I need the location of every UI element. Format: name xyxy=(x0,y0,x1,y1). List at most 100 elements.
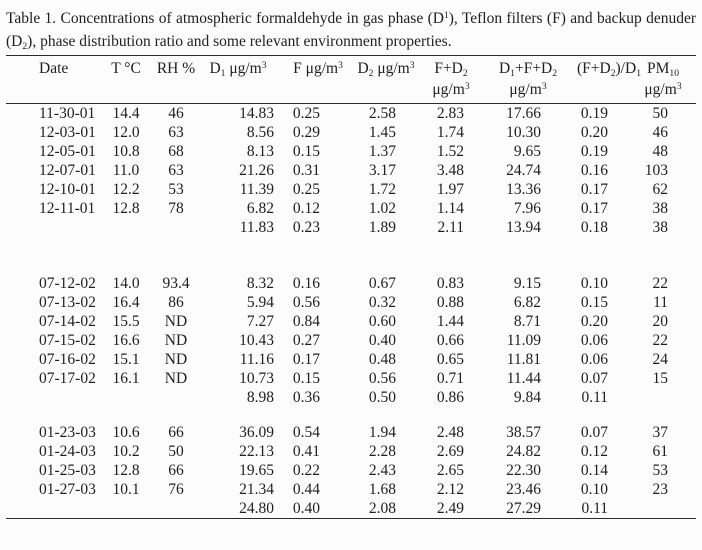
cell-pm10: 38 xyxy=(652,219,669,236)
table-body: 11-30-01 14.4 46 14.83 0.25 2.58 2.83 17.66 0.19… xyxy=(6,104,696,519)
cell-d2: 0.60 xyxy=(368,313,396,330)
cell-date xyxy=(6,499,102,519)
cell-f: 0.36 xyxy=(292,389,320,406)
header-label: RH % xyxy=(156,60,196,77)
cell-f: 0.84 xyxy=(292,313,320,330)
spacer-cell xyxy=(6,237,696,274)
cell-f-d2-over-d1: 0.17 xyxy=(580,200,608,217)
cell-d1-plus-f-plus-d2: 8.71 xyxy=(513,313,541,330)
cell-temperature: 10.1 xyxy=(112,481,140,498)
cell-temperature: 16.6 xyxy=(112,332,140,349)
cell-f: 0.29 xyxy=(292,124,320,141)
cell-f: 0.44 xyxy=(292,481,320,498)
table-row: 12-10-01 12.2 53 11.39 0.25 1.72 1.97 13.36 0.17… xyxy=(6,180,696,199)
table-row: 07-13-02 16.4 86 5.94 0.56 0.32 0.88 6.82 0.15 11 xyxy=(6,293,696,312)
cell-d2: 0.67 xyxy=(368,275,396,292)
cell-d1: 21.34 xyxy=(239,481,274,498)
header-label: D1 μg/m3 xyxy=(209,59,267,79)
cell-f: 0.40 xyxy=(292,500,320,517)
cell-f-plus-d2: 2.48 xyxy=(436,424,464,441)
cell-pm10: 22 xyxy=(652,275,669,292)
cell-f: 0.27 xyxy=(292,332,320,349)
cell-d1: 19.65 xyxy=(239,462,274,479)
table-row: 07-14-02 15.5 ND 7.27 0.84 0.60 1.44 8.71 0.20 20 xyxy=(6,312,696,331)
header-label: PM10 xyxy=(647,60,679,79)
cell-d1: 5.94 xyxy=(246,294,274,311)
cell-d1: 14.83 xyxy=(239,105,274,122)
cell-temperature: 11.0 xyxy=(112,162,140,179)
cell-pm10: 38 xyxy=(652,200,669,217)
cell-d1: 21.26 xyxy=(239,162,274,179)
cell-f-plus-d2: 2.65 xyxy=(436,462,464,479)
cell-d1: 8.13 xyxy=(246,143,274,160)
cell-temperature: 15.1 xyxy=(112,351,140,368)
column-header-pm10: PM10 μg/m3 xyxy=(644,55,696,104)
cell-d1-plus-f-plus-d2: 13.36 xyxy=(506,181,541,198)
table-row: 11-30-01 14.4 46 14.83 0.25 2.58 2.83 17.66 0.19… xyxy=(6,104,696,124)
cell-pm10: 62 xyxy=(652,181,669,198)
cell-d2: 2.58 xyxy=(368,105,396,122)
spacer-cell xyxy=(6,407,696,423)
cell-date: 07-15-02 xyxy=(39,332,96,349)
cell-f-plus-d2: 0.65 xyxy=(436,351,464,368)
cell-pm10: 23 xyxy=(652,481,669,498)
cell-temperature: 12.2 xyxy=(112,181,140,198)
table-row: 01-27-03 10.1 76 21.34 0.44 1.68 2.12 23.46 0.10… xyxy=(6,480,696,499)
cell-d1: 8.32 xyxy=(246,275,274,292)
cell-pm10: 53 xyxy=(652,462,669,479)
table-caption: Table 1. Concentrations of atmospheric f… xyxy=(6,9,696,52)
table-row: 01-23-03 10.6 66 36.09 0.54 1.94 2.48 38.57 0.07… xyxy=(6,423,696,442)
cell-relative-humidity: 53 xyxy=(168,181,184,198)
cell-d2: 0.50 xyxy=(368,389,396,406)
cell-d2: 0.32 xyxy=(368,294,396,311)
cell-relative-humidity: 78 xyxy=(168,200,184,217)
cell-temperature xyxy=(102,499,150,519)
cell-d1-plus-f-plus-d2: 38.57 xyxy=(506,424,541,441)
cell-date: 07-14-02 xyxy=(39,313,96,330)
cell-d1-plus-f-plus-d2: 11.44 xyxy=(506,370,541,387)
cell-f: 0.15 xyxy=(292,370,320,387)
cell-d1-plus-f-plus-d2: 23.46 xyxy=(506,481,541,498)
cell-temperature: 14.4 xyxy=(112,105,140,122)
cell-d1: 6.82 xyxy=(246,200,274,217)
table-row: 12-07-01 11.0 63 21.26 0.31 3.17 3.48 24.74 0.16… xyxy=(6,161,696,180)
cell-relative-humidity xyxy=(150,388,202,407)
column-header-date: Date xyxy=(6,55,102,104)
table-row: 11.83 0.23 1.89 2.11 13.94 0.18 38 xyxy=(6,218,696,237)
cell-f-plus-d2: 2.69 xyxy=(436,443,464,460)
cell-relative-humidity: 63 xyxy=(168,124,184,141)
block-spacer xyxy=(6,237,696,274)
cell-d2: 2.08 xyxy=(368,500,396,517)
cell-f-d2-over-d1: 0.06 xyxy=(580,332,608,349)
cell-temperature xyxy=(102,388,150,407)
cell-date: 07-12-02 xyxy=(39,275,96,292)
cell-d2: 1.02 xyxy=(368,200,396,217)
cell-f: 0.12 xyxy=(292,200,320,217)
table-row: 12-05-01 10.8 68 8.13 0.15 1.37 1.52 9.65 0.19 48 xyxy=(6,142,696,161)
cell-f: 0.22 xyxy=(292,462,320,479)
cell-d2: 2.28 xyxy=(368,443,396,460)
cell-d1: 8.98 xyxy=(246,389,274,406)
cell-d1: 11.16 xyxy=(239,351,274,368)
header-unit: μg/m3 xyxy=(432,80,470,98)
table-row: 12-11-01 12.8 78 6.82 0.12 1.02 1.14 7.96 0.17 38 xyxy=(6,199,696,218)
table-row: 8.98 0.36 0.50 0.86 9.84 0.11 xyxy=(6,388,696,407)
cell-date: 12-03-01 xyxy=(39,124,96,141)
cell-pm10: 24 xyxy=(652,351,669,368)
cell-d2: 1.68 xyxy=(368,481,396,498)
cell-f-plus-d2: 2.49 xyxy=(436,500,464,517)
cell-temperature: 14.0 xyxy=(112,275,140,292)
cell-date: 12-11-01 xyxy=(39,200,96,217)
cell-f-plus-d2: 0.86 xyxy=(436,389,464,406)
cell-f: 0.25 xyxy=(292,181,320,198)
header-label: F+D2 xyxy=(434,60,468,79)
column-header-temperature: T °C xyxy=(102,55,150,104)
cell-f-d2-over-d1: 0.19 xyxy=(580,143,608,160)
cell-pm10: 20 xyxy=(652,313,669,330)
cell-pm10 xyxy=(644,388,696,407)
cell-f: 0.25 xyxy=(292,105,320,122)
table-row: 24.80 0.40 2.08 2.49 27.29 0.11 xyxy=(6,499,696,519)
cell-pm10: 46 xyxy=(652,124,669,141)
cell-date: 07-17-02 xyxy=(39,370,96,387)
